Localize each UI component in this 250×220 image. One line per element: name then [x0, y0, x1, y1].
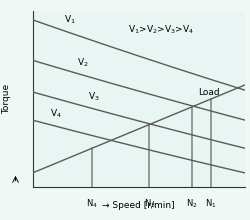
Text: Load: Load	[198, 88, 220, 97]
Text: N$_3$: N$_3$	[144, 198, 155, 210]
Text: V$_1$: V$_1$	[64, 14, 76, 26]
Text: V$_1$>V$_2$>V$_3$>V$_4$: V$_1$>V$_2$>V$_3$>V$_4$	[128, 23, 194, 36]
Text: V$_3$: V$_3$	[88, 90, 100, 103]
Text: V$_2$: V$_2$	[77, 57, 89, 69]
Text: N$_2$: N$_2$	[186, 198, 198, 210]
Text: Torque: Torque	[2, 84, 11, 114]
Text: N$_4$: N$_4$	[86, 198, 98, 210]
Text: → Speed [r/min]: → Speed [r/min]	[102, 201, 175, 210]
Text: V$_4$: V$_4$	[50, 108, 62, 120]
Text: N$_1$: N$_1$	[205, 198, 217, 210]
